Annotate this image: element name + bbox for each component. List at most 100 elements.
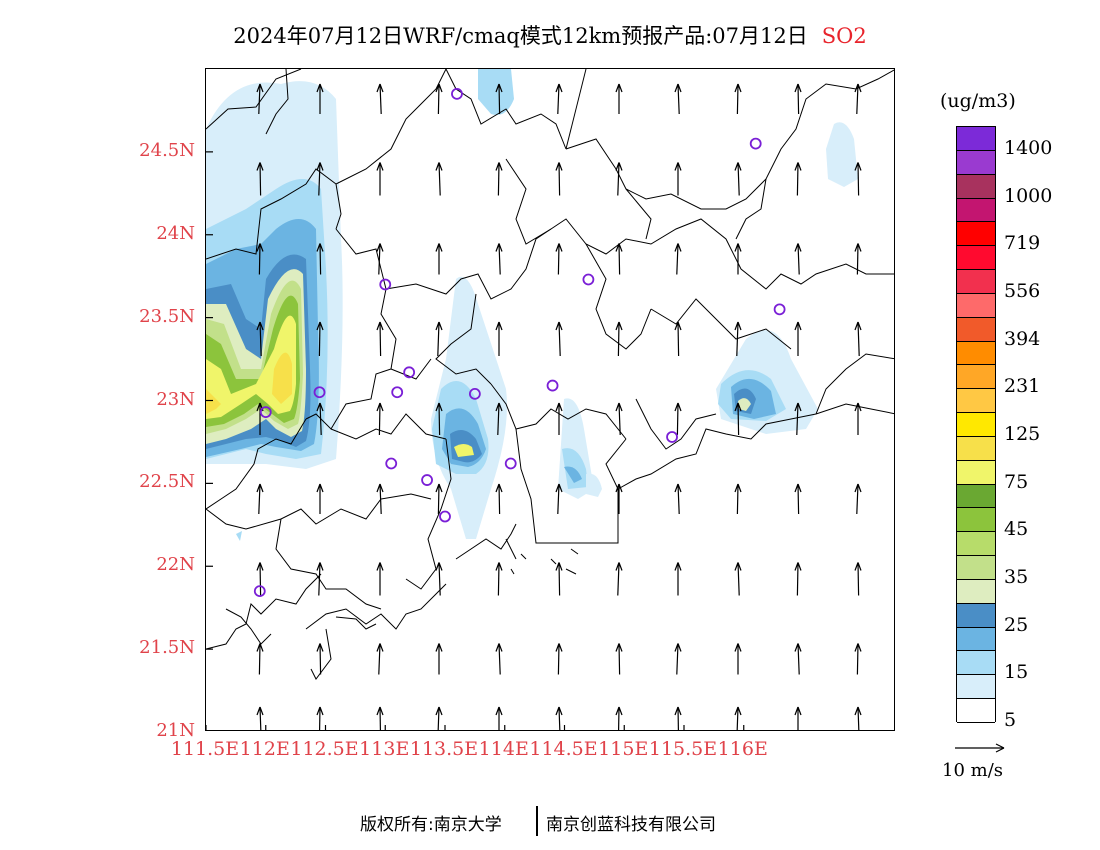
- wind-arrow: [495, 243, 503, 275]
- wind-arrow: [854, 162, 862, 196]
- wind-arrow: [376, 321, 384, 357]
- boundary-line: [490, 383, 627, 440]
- plume-center-yellow: [454, 444, 474, 457]
- colorbar-tick-label: 75: [1004, 470, 1029, 493]
- colorbar-tick-label: 1400: [1004, 136, 1053, 159]
- boundary-line: [385, 218, 894, 300]
- longitude-tick-label: 115E: [598, 738, 649, 760]
- wind-arrow: [555, 83, 563, 115]
- wind-arrow: [854, 83, 862, 115]
- reference-vector-label: 10 m/s: [942, 760, 1003, 781]
- station-marker: [749, 137, 762, 150]
- plume-sw-mid2: [586, 473, 602, 497]
- boundary-line: [225, 608, 272, 645]
- wind-arrow: [256, 562, 264, 596]
- plume-yellow: [206, 352, 292, 414]
- wind-arrow: [435, 562, 443, 596]
- colorbar-cell: [957, 222, 995, 247]
- map-canvas: [206, 69, 894, 730]
- wind-arrow: [555, 402, 563, 435]
- longitude-tick-label: 114E: [478, 738, 529, 760]
- colorbar-cell: [957, 508, 995, 533]
- wind-arrow: [316, 402, 324, 436]
- wind-arrow: [555, 162, 563, 196]
- boundary-line: [550, 548, 579, 575]
- wind-arrow: [615, 643, 623, 675]
- wind-arrow: [435, 83, 443, 115]
- wind-arrow: [256, 243, 264, 275]
- wind-arrow: [495, 83, 503, 115]
- wind-arrow: [435, 162, 443, 196]
- colorbar-cell: [957, 413, 995, 437]
- boundary-line: [515, 428, 627, 544]
- wind-arrow: [376, 402, 384, 436]
- wind-arrow: [734, 83, 742, 115]
- wind-arrow: [794, 402, 802, 436]
- wind-arrow: [256, 643, 264, 675]
- map-panel[interactable]: [205, 68, 895, 731]
- wind-arrow: [555, 562, 563, 596]
- wind-arrow: [854, 402, 862, 435]
- colorbar-cell: [957, 270, 995, 294]
- longitude-tick-label: 113E: [359, 738, 410, 760]
- longitude-tick-label: 113.5E: [409, 738, 479, 760]
- wind-arrow: [316, 706, 324, 730]
- boundary-line: [565, 69, 894, 210]
- wind-arrow: [615, 402, 623, 436]
- wind-arrow: [794, 483, 802, 515]
- wind-arrow: [674, 402, 682, 436]
- wind-arrow: [615, 706, 623, 730]
- boundary-line: [505, 158, 552, 245]
- station-marker: [439, 510, 451, 523]
- colorbar-cell: [957, 460, 995, 485]
- station-marker: [313, 386, 326, 399]
- latitude-tick-label: 23.5N: [139, 305, 195, 327]
- wind-arrow: [794, 162, 802, 196]
- wind-arrow: [376, 562, 384, 596]
- latitude-tick-label: 22.5N: [139, 471, 195, 493]
- colorbar-tick-label: 394: [1004, 327, 1041, 350]
- wind-arrow: [734, 402, 742, 436]
- wind-arrow: [854, 562, 862, 596]
- wind-arrow: [734, 643, 742, 675]
- colorbar-cell: [957, 651, 995, 676]
- wind-arrow: [435, 243, 443, 275]
- wind-arrow: [615, 483, 623, 514]
- colorbar-cell: [957, 293, 995, 318]
- wind-arrow: [495, 402, 503, 436]
- station-marker: [666, 431, 678, 443]
- wind-arrow: [495, 483, 503, 515]
- administrative-boundaries: [206, 69, 894, 680]
- wind-arrow: [316, 83, 324, 114]
- wind-arrow: [794, 83, 802, 115]
- boundary-line: [455, 523, 517, 560]
- colorbar-cell: [957, 150, 995, 175]
- latitude-tick-label: 21N: [156, 720, 195, 741]
- wind-arrow: [674, 83, 682, 115]
- wind-arrow: [555, 243, 563, 275]
- wind-arrow: [555, 483, 563, 515]
- colorbar-cell: [957, 675, 995, 700]
- boundary-line: [390, 358, 432, 380]
- wind-arrow: [495, 162, 503, 196]
- boundary-line: [265, 69, 289, 135]
- boundary-line: [206, 418, 307, 510]
- wind-arrow: [435, 643, 443, 675]
- wind-arrow: [376, 243, 384, 275]
- station-marker: [253, 585, 266, 598]
- wind-arrow: [435, 402, 443, 436]
- colorbar-cell: [957, 699, 995, 723]
- wind-arrow: [734, 562, 742, 596]
- boundary-line: [565, 69, 587, 150]
- colorbar-tick-label: 1000: [1004, 184, 1053, 207]
- wind-arrow: [794, 706, 802, 730]
- wind-arrow: [555, 706, 563, 730]
- boundary-line: [275, 518, 382, 610]
- longitude-tick-label: 116E: [717, 738, 768, 760]
- boundary-line: [625, 188, 652, 240]
- wind-arrow: [316, 321, 324, 357]
- station-marker: [773, 303, 786, 316]
- wind-arrow: [734, 483, 742, 515]
- wind-arrow: [734, 706, 742, 730]
- station-marker: [259, 406, 272, 419]
